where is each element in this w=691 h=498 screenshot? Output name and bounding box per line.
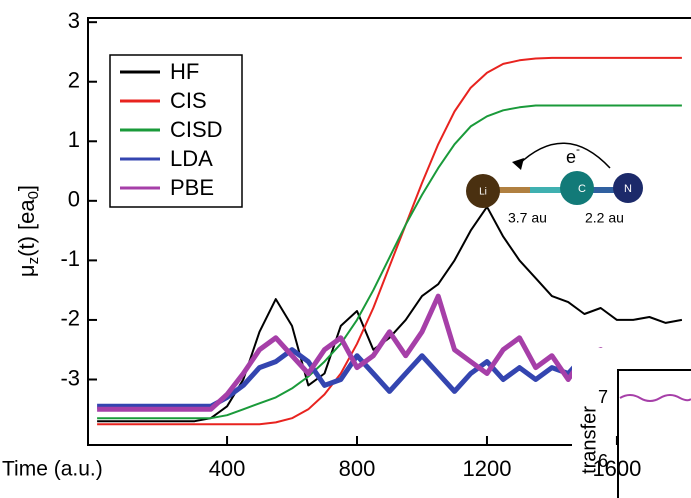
inset-y-tick-label: 6 bbox=[598, 451, 608, 471]
molecule: Li C N e- 3.7 au 2.2 au bbox=[466, 142, 643, 226]
y-tick-label: 3 bbox=[68, 8, 80, 33]
inset-background bbox=[572, 348, 691, 498]
inset: transfer 7 6 bbox=[572, 348, 691, 498]
x-tick-label: 400 bbox=[209, 456, 246, 481]
series-line bbox=[97, 104, 682, 420]
x-tick-label: 1600 bbox=[592, 456, 641, 481]
x-tick-label: 800 bbox=[339, 456, 376, 481]
y-tick-label: 1 bbox=[68, 127, 80, 152]
y-tick-label: 2 bbox=[68, 68, 80, 93]
atom bbox=[560, 171, 594, 205]
y-label-part: μ bbox=[14, 264, 39, 277]
y-tick-label: -2 bbox=[60, 306, 80, 331]
atom-label: C bbox=[578, 183, 586, 195]
bond-length: 3.7 au bbox=[508, 210, 547, 226]
y-label-subscript: z bbox=[25, 257, 42, 265]
y-tick-label: -3 bbox=[60, 365, 80, 390]
y-axis-label: μz(t) [ea0] bbox=[14, 185, 42, 277]
inset-y-label: transfer bbox=[578, 406, 600, 474]
plot-frame bbox=[87, 17, 691, 446]
electron: e bbox=[566, 147, 576, 167]
legend-label: CISD bbox=[170, 117, 223, 142]
bond-length: 2.2 au bbox=[585, 210, 624, 226]
legend-label: PBE bbox=[170, 175, 214, 200]
electron-label: e- bbox=[566, 142, 580, 167]
legend-label: CIS bbox=[170, 88, 207, 113]
y-label-subscript: 0 bbox=[25, 191, 42, 199]
inset-frame bbox=[617, 369, 691, 498]
arrow-head bbox=[512, 158, 524, 170]
transfer-arrow bbox=[517, 142, 611, 169]
y-label-part: ] bbox=[14, 185, 39, 191]
series-line bbox=[97, 56, 682, 426]
legend-entries: HF CIS CISD LDA PBE bbox=[120, 59, 223, 200]
atom-label: N bbox=[624, 183, 632, 195]
legend-label: LDA bbox=[170, 146, 213, 171]
atom bbox=[613, 173, 643, 203]
atom bbox=[466, 174, 500, 208]
y-tick-label: 0 bbox=[68, 187, 80, 212]
inset-y-tick-label: 7 bbox=[598, 387, 608, 407]
electron-charge: - bbox=[576, 142, 580, 156]
series-line bbox=[97, 205, 683, 423]
atom-label: Li bbox=[479, 187, 487, 198]
y-label-part: (t) [ea bbox=[14, 199, 39, 257]
x-tick-label: 1200 bbox=[462, 456, 511, 481]
legend-label: HF bbox=[170, 59, 199, 84]
x-axis-label: Time (a.u.) bbox=[2, 458, 103, 481]
inset-line bbox=[619, 394, 691, 402]
y-tick-label: -1 bbox=[60, 246, 80, 271]
